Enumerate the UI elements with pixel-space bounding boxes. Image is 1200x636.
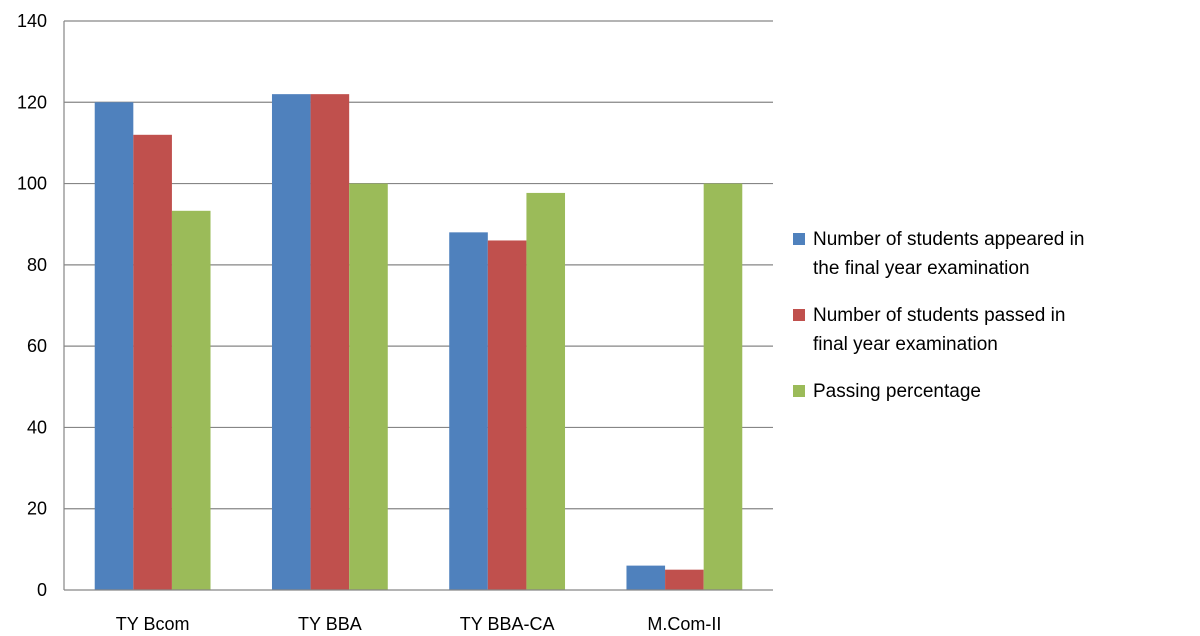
y-tick-label-20: 20: [27, 499, 47, 519]
axes: 0 20 40 60 80 100 120 140 TY Bcom TY BBA TY BBA-CA…: [17, 11, 773, 634]
x-tick-label-ty-bcom: TY Bcom: [116, 614, 190, 634]
bar-ty-bba-series-3: [349, 183, 388, 591]
x-tick-label-ty-bba-ca: TY BBA-CA: [460, 614, 555, 634]
bar-ty-bba-ca-series-2: [487, 240, 527, 590]
bar-ty-bcom-series-1: [94, 102, 134, 591]
y-tick-label-100: 100: [17, 174, 47, 194]
legend-label-series-1-line-1: Number of students appeared in: [813, 229, 1084, 250]
legend-swatch-series-3: [793, 385, 805, 397]
bar-ty-bcom-series-3: [171, 210, 211, 591]
legend-label-series-1-line-2: the final year examination: [813, 258, 1030, 279]
bar-m-com-ii-series-1: [626, 565, 666, 590]
legend-label-series-2-line-1: Number of students passed in: [813, 305, 1065, 326]
bar-m-com-ii-series-3: [703, 183, 743, 591]
bar-ty-bba-series-1: [271, 94, 311, 591]
bar-ty-bba-ca-series-1: [449, 232, 488, 591]
y-tick-label-140: 140: [17, 11, 47, 31]
bar-ty-bcom-series-2: [133, 134, 172, 591]
bar-ty-bba-series-2: [310, 94, 350, 591]
x-tick-label-m-com-ii: M.Com-II: [647, 614, 721, 634]
y-tick-label-120: 120: [17, 92, 47, 112]
x-tick-label-ty-bba: TY BBA: [298, 614, 362, 634]
legend: Number of students appeared in the final …: [793, 229, 1084, 402]
bar-m-com-ii-series-2: [665, 569, 704, 590]
bars: [94, 94, 743, 591]
y-tick-label-60: 60: [27, 336, 47, 356]
legend-label-series-3-line-1: Passing percentage: [813, 381, 981, 402]
y-tick-label-80: 80: [27, 255, 47, 275]
legend-label-series-2-line-2: final year examination: [813, 334, 998, 355]
bar-ty-bba-ca-series-3: [526, 192, 566, 590]
y-tick-label-40: 40: [27, 417, 47, 437]
y-tick-label-0: 0: [37, 580, 47, 600]
legend-swatch-series-1: [793, 233, 805, 245]
legend-swatch-series-2: [793, 309, 805, 321]
